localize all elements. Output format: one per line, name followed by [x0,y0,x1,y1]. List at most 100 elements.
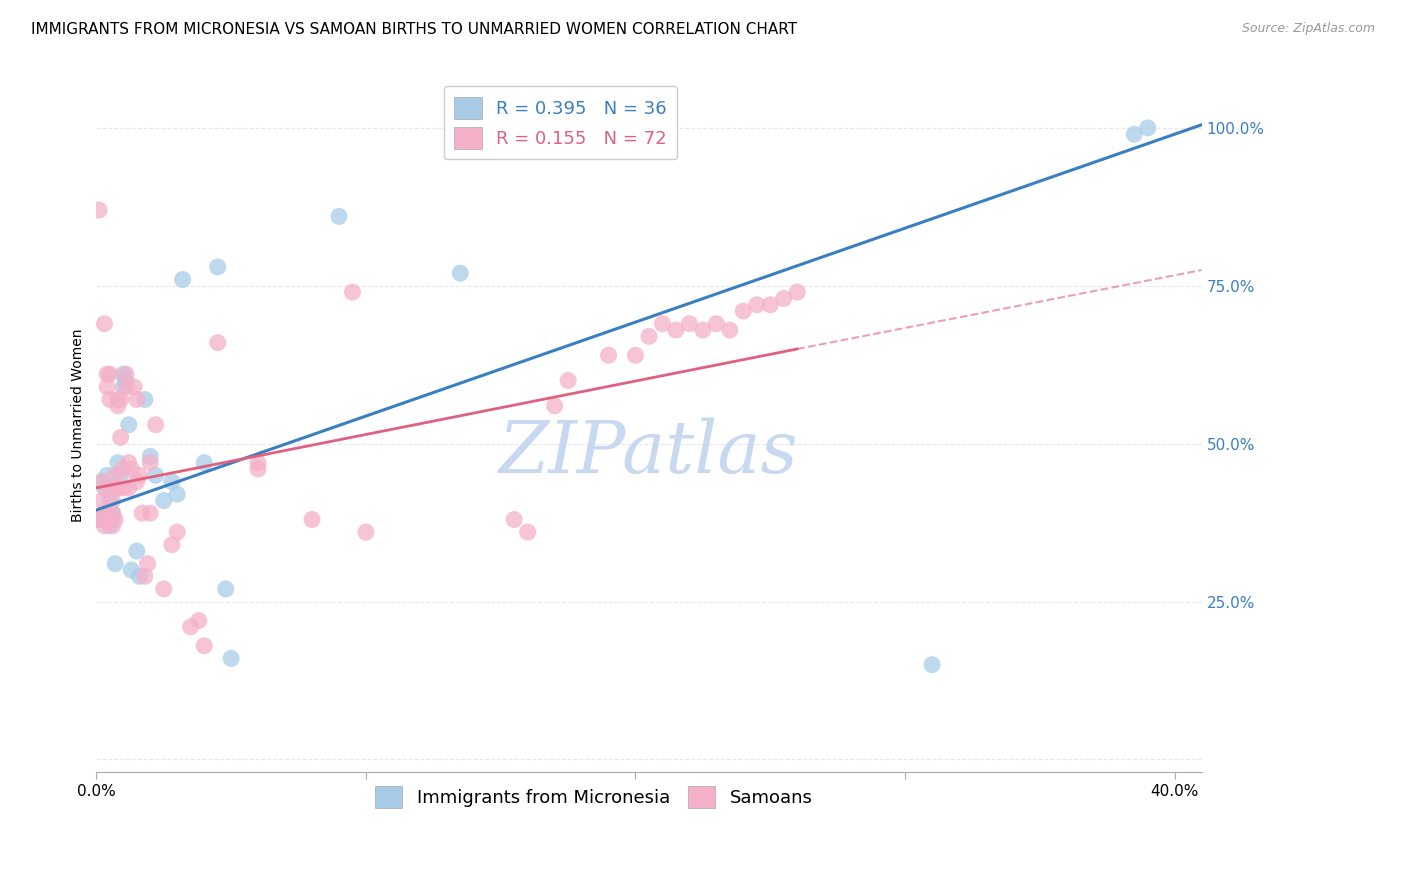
Point [247,456,270,470]
Point [651,317,673,331]
Point [125,475,148,489]
Text: IMMIGRANTS FROM MICRONESIA VS SAMOAN BIRTHS TO UNMARRIED WOMEN CORRELATION CHART: IMMIGRANTS FROM MICRONESIA VS SAMOAN BIR… [31,22,797,37]
Point [90,475,112,489]
Point [1123,128,1146,142]
Point [104,557,127,571]
Point [115,380,138,394]
Point [772,292,794,306]
Point [112,380,135,394]
Point [131,506,153,520]
Point [598,348,620,362]
Point [328,210,350,224]
Text: Source: ZipAtlas.com: Source: ZipAtlas.com [1241,22,1375,36]
Point [122,380,145,394]
Point [166,487,188,501]
Point [215,582,238,596]
Legend: Immigrants from Micronesia, Samoans: Immigrants from Micronesia, Samoans [368,779,820,815]
Point [104,512,127,526]
Point [93,317,115,331]
Point [759,298,782,312]
Point [1136,120,1159,135]
Point [96,368,118,382]
Point [107,481,129,495]
Point [128,569,150,583]
Point [207,260,229,274]
Point [93,506,115,520]
Point [101,493,124,508]
Point [110,468,132,483]
Point [301,512,323,526]
Point [134,392,156,407]
Point [98,392,121,407]
Point [139,506,162,520]
Point [107,456,129,470]
Point [745,298,768,312]
Point [101,506,124,520]
Point [112,481,135,495]
Point [207,335,229,350]
Point [354,525,377,540]
Point [624,348,647,362]
Point [136,557,159,571]
Point [101,512,124,526]
Point [107,399,129,413]
Point [557,374,579,388]
Point [98,493,121,508]
Point [101,518,124,533]
Point [93,518,115,533]
Point [180,620,202,634]
Point [718,323,741,337]
Point [87,512,110,526]
Point [93,506,115,520]
Point [115,374,138,388]
Point [90,475,112,489]
Point [543,399,565,413]
Point [516,525,538,540]
Point [96,481,118,495]
Point [107,392,129,407]
Point [638,329,661,343]
Point [118,417,141,432]
Point [247,462,270,476]
Point [193,639,215,653]
Point [786,285,808,300]
Point [449,266,471,280]
Point [118,456,141,470]
Point [112,368,135,382]
Point [145,468,167,483]
Point [342,285,364,300]
Point [145,417,167,432]
Point [125,392,148,407]
Point [152,582,174,596]
Point [125,544,148,558]
Point [93,481,115,495]
Point [98,368,121,382]
Point [104,481,127,495]
Point [152,493,174,508]
Point [110,392,132,407]
Point [98,518,121,533]
Point [98,512,121,526]
Point [115,368,138,382]
Point [139,450,162,464]
Point [160,538,183,552]
Point [87,202,110,217]
Point [193,456,215,470]
Point [678,317,700,331]
Point [692,323,714,337]
Point [134,569,156,583]
Point [503,512,526,526]
Point [706,317,728,331]
Point [96,468,118,483]
Point [87,512,110,526]
Point [160,475,183,489]
Point [139,456,162,470]
Point [118,481,141,495]
Point [128,468,150,483]
Point [96,380,118,394]
Text: ZIPatlas: ZIPatlas [499,417,799,488]
Point [166,525,188,540]
Point [219,651,242,665]
Point [96,512,118,526]
Point [665,323,688,337]
